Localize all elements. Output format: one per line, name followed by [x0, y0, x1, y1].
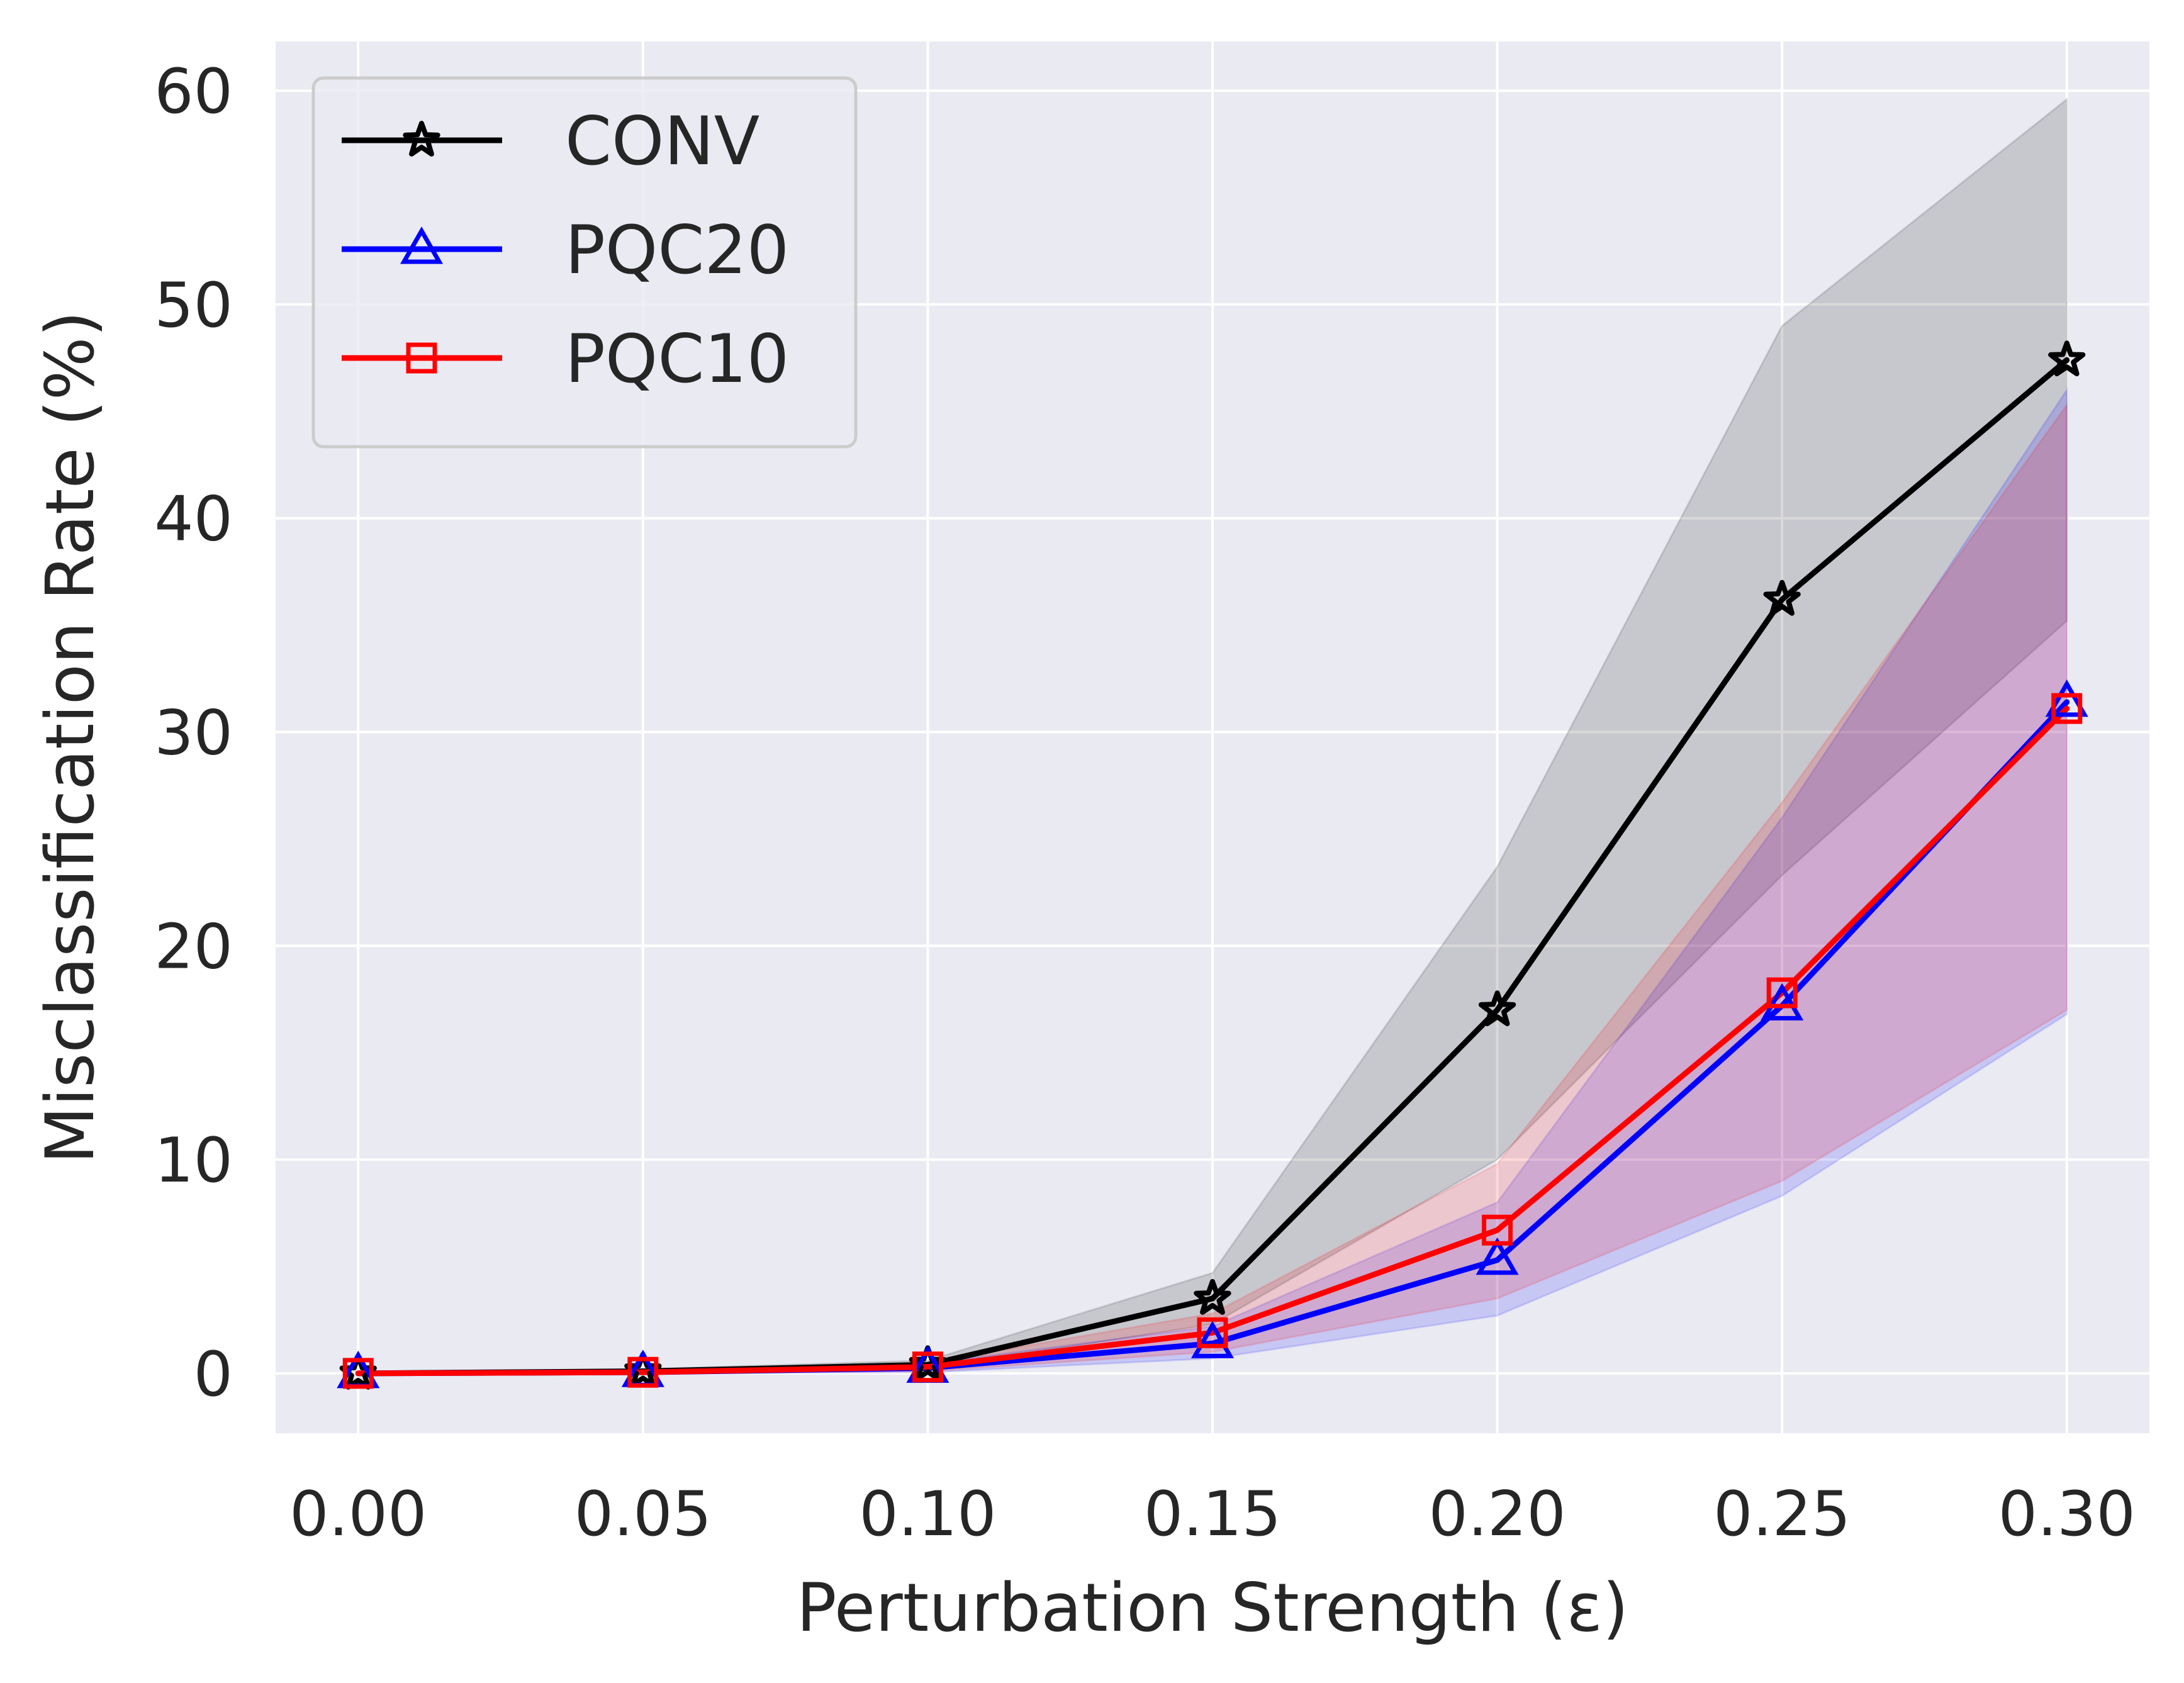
data-point-conv — [1194, 1278, 1231, 1315]
data-point-conv — [2048, 340, 2086, 377]
x-tick-label: 0.25 — [1713, 1479, 1851, 1550]
data-point-pqc20 — [1476, 1237, 1519, 1275]
data-point-pqc20 — [1190, 1321, 1235, 1358]
data-point-pqc20 — [1761, 983, 1804, 1020]
legend-marker-conv — [403, 121, 440, 157]
y-tick-labels: 0 10 20 30 40 50 60 — [154, 56, 233, 1411]
data-point-pqc10 — [2051, 693, 2083, 724]
y-tick-label: 10 — [154, 1125, 233, 1197]
y-tick-label: 60 — [154, 56, 233, 128]
data-point-conv — [1763, 579, 1801, 616]
x-tick-label: 0.05 — [574, 1479, 712, 1550]
data-point-pqc10 — [1766, 977, 1798, 1009]
data-point-pqc10 — [1482, 1214, 1513, 1246]
data-point-pqc20 — [2045, 679, 2088, 717]
y-tick-label: 50 — [154, 270, 233, 342]
legend-marker-pqc10 — [406, 342, 437, 374]
legend-label-conv: CONV — [565, 103, 759, 180]
series-markers — [337, 340, 2088, 1390]
x-tick-label: 0.15 — [1144, 1479, 1281, 1550]
x-tick-label: 0.20 — [1428, 1479, 1565, 1550]
x-tick-label: 0.00 — [289, 1479, 427, 1550]
legend: CONV PQC20 PQC10 — [311, 76, 858, 449]
y-tick-label: 40 — [154, 484, 233, 556]
x-axis-title: Perturbation Strength (ε) — [797, 1569, 1628, 1647]
x-tick-labels: 0.00 0.05 0.10 0.15 0.20 0.25 0.30 — [289, 1479, 2136, 1550]
y-tick-label: 0 — [194, 1339, 233, 1411]
y-axis-title: Misclassification Rate (%) — [31, 311, 109, 1164]
y-tick-label: 30 — [154, 698, 233, 769]
data-point-pqc10 — [627, 1356, 659, 1388]
x-tick-label: 0.30 — [1998, 1479, 2136, 1550]
data-point-conv — [1478, 990, 1516, 1027]
legend-label-pqc20: PQC20 — [565, 211, 789, 289]
legend-label-pqc10: PQC10 — [565, 320, 789, 398]
y-tick-label: 20 — [154, 911, 233, 983]
data-point-pqc10 — [912, 1351, 943, 1383]
legend-marker-pqc20 — [400, 226, 444, 264]
legend-box — [311, 76, 858, 449]
data-point-pqc10 — [342, 1358, 374, 1389]
x-tick-label: 0.10 — [859, 1479, 996, 1550]
data-point-pqc10 — [1197, 1317, 1228, 1348]
series-line-pqc10 — [355, 705, 2070, 1377]
